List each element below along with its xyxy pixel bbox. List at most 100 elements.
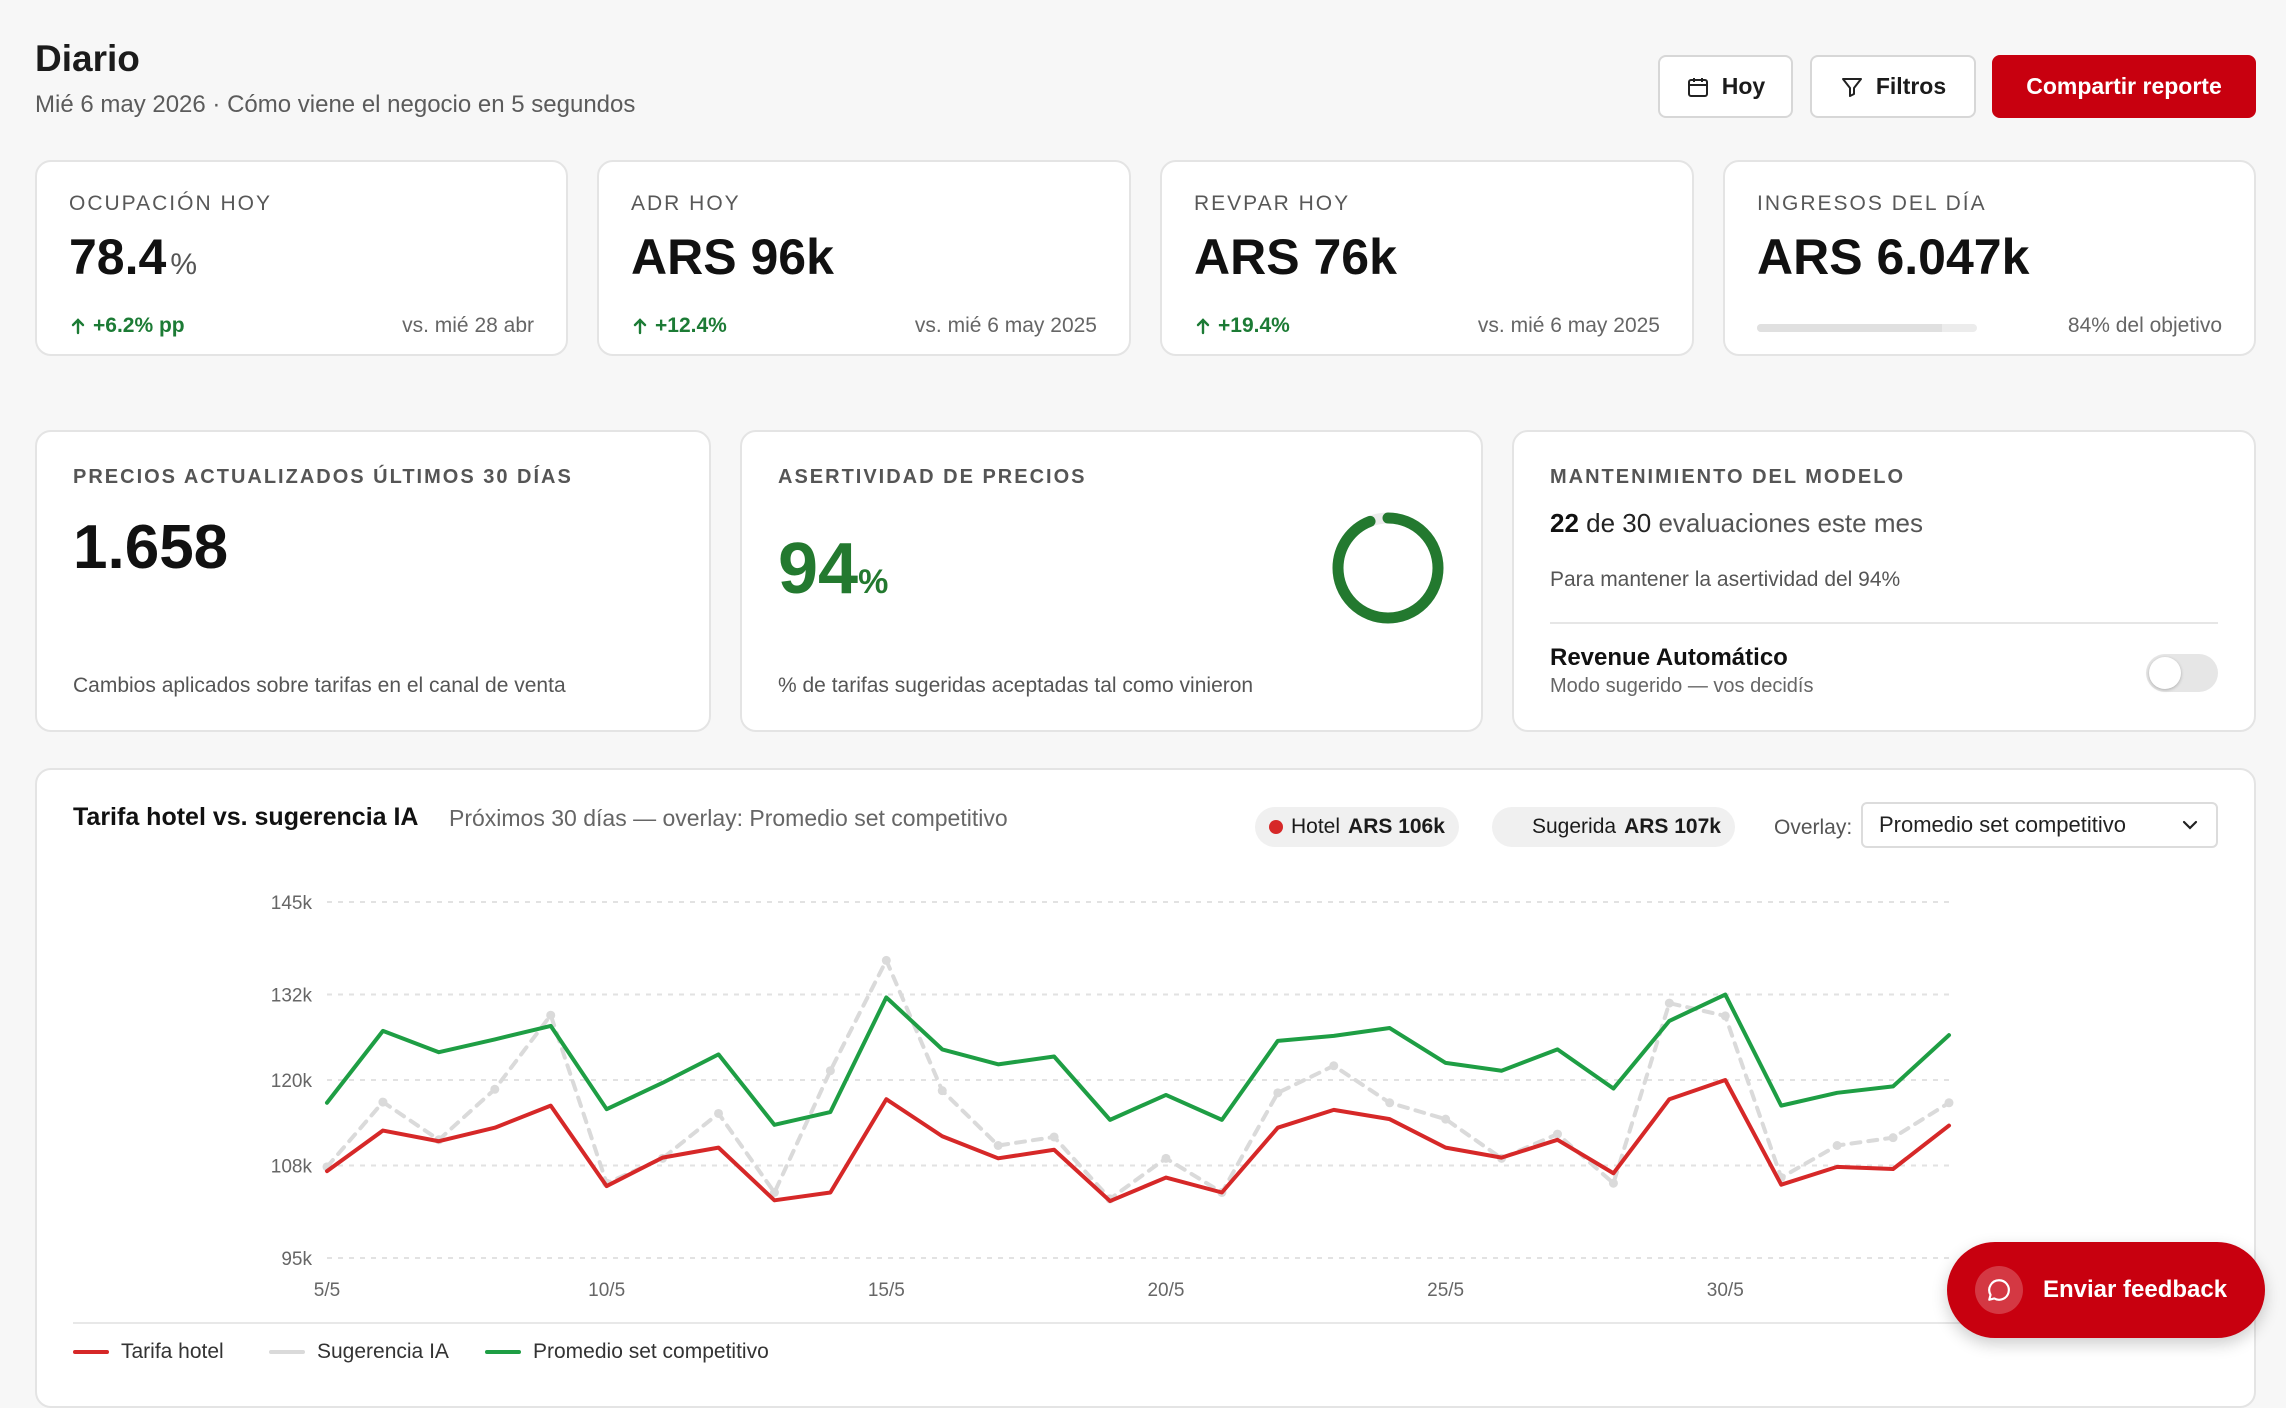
kpi-value: ARS 96k xyxy=(631,229,834,285)
suggestion-point xyxy=(1049,1132,1059,1142)
series-line-hotel xyxy=(325,1078,1951,1204)
suggestion-point xyxy=(1664,998,1674,1008)
prices-updated-label: Precios actualizados últimos 30 días xyxy=(73,466,573,488)
kpi-compare: vs. mié 6 may 2025 xyxy=(914,314,1097,337)
kpi-delta: +6.2% pp xyxy=(69,314,185,338)
suggestion-point xyxy=(1385,1098,1395,1108)
legend-item-suggestion: Sugerencia IA xyxy=(269,1340,449,1364)
filters-button-label: Filtros xyxy=(1875,73,1947,99)
kpi-delta: +12.4% xyxy=(631,314,727,338)
x-tick-label: 20/5 xyxy=(1147,1280,1184,1301)
kpi-label: Ocupación hoy xyxy=(69,192,272,215)
suggestion-point xyxy=(546,1010,556,1020)
suggestion-point xyxy=(937,1086,947,1096)
kpi-card-adr: ADR hoy ARS 96k +12.4% vs. mié 6 may 202… xyxy=(597,160,1131,356)
accuracy-ring xyxy=(1332,512,1444,624)
suggestion-point xyxy=(1441,1114,1451,1124)
suggestion-point xyxy=(769,1187,779,1197)
kpi-label: Ingresos del día xyxy=(1757,192,1987,215)
suggestion-point xyxy=(993,1141,1003,1151)
legend-line-icon xyxy=(73,1350,109,1354)
suggestion-point xyxy=(378,1097,388,1107)
arrow-up-icon xyxy=(633,318,647,335)
rate-chart-card: Tarifa hotel vs. sugerencia IA Próximos … xyxy=(35,768,2256,1408)
auto-revenue-title: Revenue Automático xyxy=(1550,644,1788,671)
chevron-down-icon xyxy=(2182,820,2198,830)
calendar-icon xyxy=(1687,77,1708,97)
suggestion-point xyxy=(1720,1011,1730,1021)
series-line-suggestion xyxy=(325,958,1951,1201)
rate-line-chart: 95k 108k 120k 132k 145k 5/5 10/5 15/5 20/5 25/5 30… xyxy=(271,893,1954,1301)
target-progress-bar xyxy=(1757,324,1977,332)
y-tick-label: 108k xyxy=(271,1156,313,1177)
pricing-accuracy-card: Asertividad de precios 94% % de tarifas … xyxy=(740,430,1483,732)
kpi-compare: vs. mié 28 abr xyxy=(402,314,534,337)
hotel-rate-pill: Hotel ARS 106k xyxy=(1255,807,1459,847)
model-label: Mantenimiento del modelo xyxy=(1550,466,1906,488)
kpi-value: 78.4% xyxy=(69,229,198,285)
accuracy-value: 94% xyxy=(778,529,889,609)
arrow-up-icon xyxy=(1196,318,1210,335)
suggestion-point xyxy=(1161,1153,1171,1163)
x-tick-label: 25/5 xyxy=(1427,1280,1464,1301)
auto-revenue-toggle[interactable] xyxy=(2146,654,2218,692)
overlay-select[interactable]: Promedio set competitivo xyxy=(1861,802,2218,848)
kpi-card-occupancy: Ocupación hoy 78.4% +6.2% pp vs. mié 28 … xyxy=(35,160,568,356)
legend-line-icon xyxy=(269,1350,305,1354)
suggestion-point xyxy=(1888,1133,1898,1143)
kpi-card-revpar: RevPAR hoy ARS 76k +19.4% vs. mié 6 may … xyxy=(1160,160,1694,356)
today-button[interactable]: Hoy xyxy=(1658,55,1793,118)
legend-line-icon xyxy=(485,1350,521,1354)
evaluations-count: 22 de 30 evaluaciones este mes xyxy=(1550,508,1923,538)
kpi-delta: +19.4% xyxy=(1194,314,1290,338)
overlay-label: Overlay: xyxy=(1774,816,1853,839)
kpi-value: ARS 76k xyxy=(1194,229,1397,285)
prices-updated-foot: Cambios aplicados sobre tarifas en el ca… xyxy=(73,674,566,697)
x-tick-label: 10/5 xyxy=(588,1280,625,1301)
accuracy-label: Asertividad de precios xyxy=(778,466,1087,488)
suggestion-point xyxy=(490,1084,500,1094)
share-report-label: Compartir reporte xyxy=(2026,73,2222,99)
model-note: Para mantener la asertividad del 94% xyxy=(1550,568,1901,591)
y-tick-label: 145k xyxy=(271,893,313,914)
suggestion-point xyxy=(1832,1141,1842,1151)
kpi-card-revenue: Ingresos del día ARS 6.047k 84% del obje… xyxy=(1723,160,2256,356)
legend-divider xyxy=(73,1322,2218,1324)
series-line-compset xyxy=(325,992,1951,1127)
target-text: 84% del objetivo xyxy=(2067,314,2222,337)
model-maintenance-card: Mantenimiento del modelo 22 de 30 evalua… xyxy=(1512,430,2256,732)
suggestion-point xyxy=(1608,1178,1618,1188)
send-feedback-button[interactable]: Enviar feedback xyxy=(1947,1242,2265,1338)
x-tick-label: 5/5 xyxy=(314,1280,340,1301)
today-button-label: Hoy xyxy=(1721,73,1766,99)
kpi-compare: vs. mié 6 may 2025 xyxy=(1477,314,1660,337)
filter-icon xyxy=(1841,77,1862,97)
divider xyxy=(1550,622,2218,624)
accuracy-foot: % de tarifas sugeridas aceptadas tal com… xyxy=(778,674,1254,697)
arrow-up-icon xyxy=(71,318,85,335)
prices-updated-card: Precios actualizados últimos 30 días 1.6… xyxy=(35,430,711,732)
send-feedback-label: Enviar feedback xyxy=(2043,1276,2228,1303)
page-subtitle: Mié 6 may 2026 · Cómo viene el negocio e… xyxy=(35,91,636,118)
toggle-knob xyxy=(2149,657,2181,689)
share-report-button[interactable]: Compartir reporte xyxy=(1992,55,2256,118)
overlay-select-value: Promedio set competitivo xyxy=(1879,812,2126,837)
chart-subtitle: Próximos 30 días — overlay: Promedio set… xyxy=(449,805,1008,831)
y-tick-label: 120k xyxy=(271,1071,313,1092)
filters-button[interactable]: Filtros xyxy=(1810,55,1976,118)
suggestion-point xyxy=(1329,1061,1339,1071)
chart-title: Tarifa hotel vs. sugerencia IA xyxy=(73,803,419,831)
x-tick-label: 30/5 xyxy=(1707,1280,1744,1301)
suggestion-point xyxy=(1944,1098,1954,1108)
suggestion-point xyxy=(714,1108,724,1118)
hotel-dot-icon xyxy=(1269,820,1283,834)
y-tick-label: 132k xyxy=(271,986,313,1007)
legend-item-compset: Promedio set competitivo xyxy=(485,1340,769,1364)
suggestion-point xyxy=(825,1066,835,1076)
suggestion-point xyxy=(1552,1129,1562,1139)
y-tick-label: 95k xyxy=(281,1249,312,1270)
prices-updated-value: 1.658 xyxy=(73,513,229,582)
page-title: Diario xyxy=(35,38,140,79)
suggestion-point xyxy=(881,955,891,965)
legend-item-hotel: Tarifa hotel xyxy=(73,1340,224,1364)
